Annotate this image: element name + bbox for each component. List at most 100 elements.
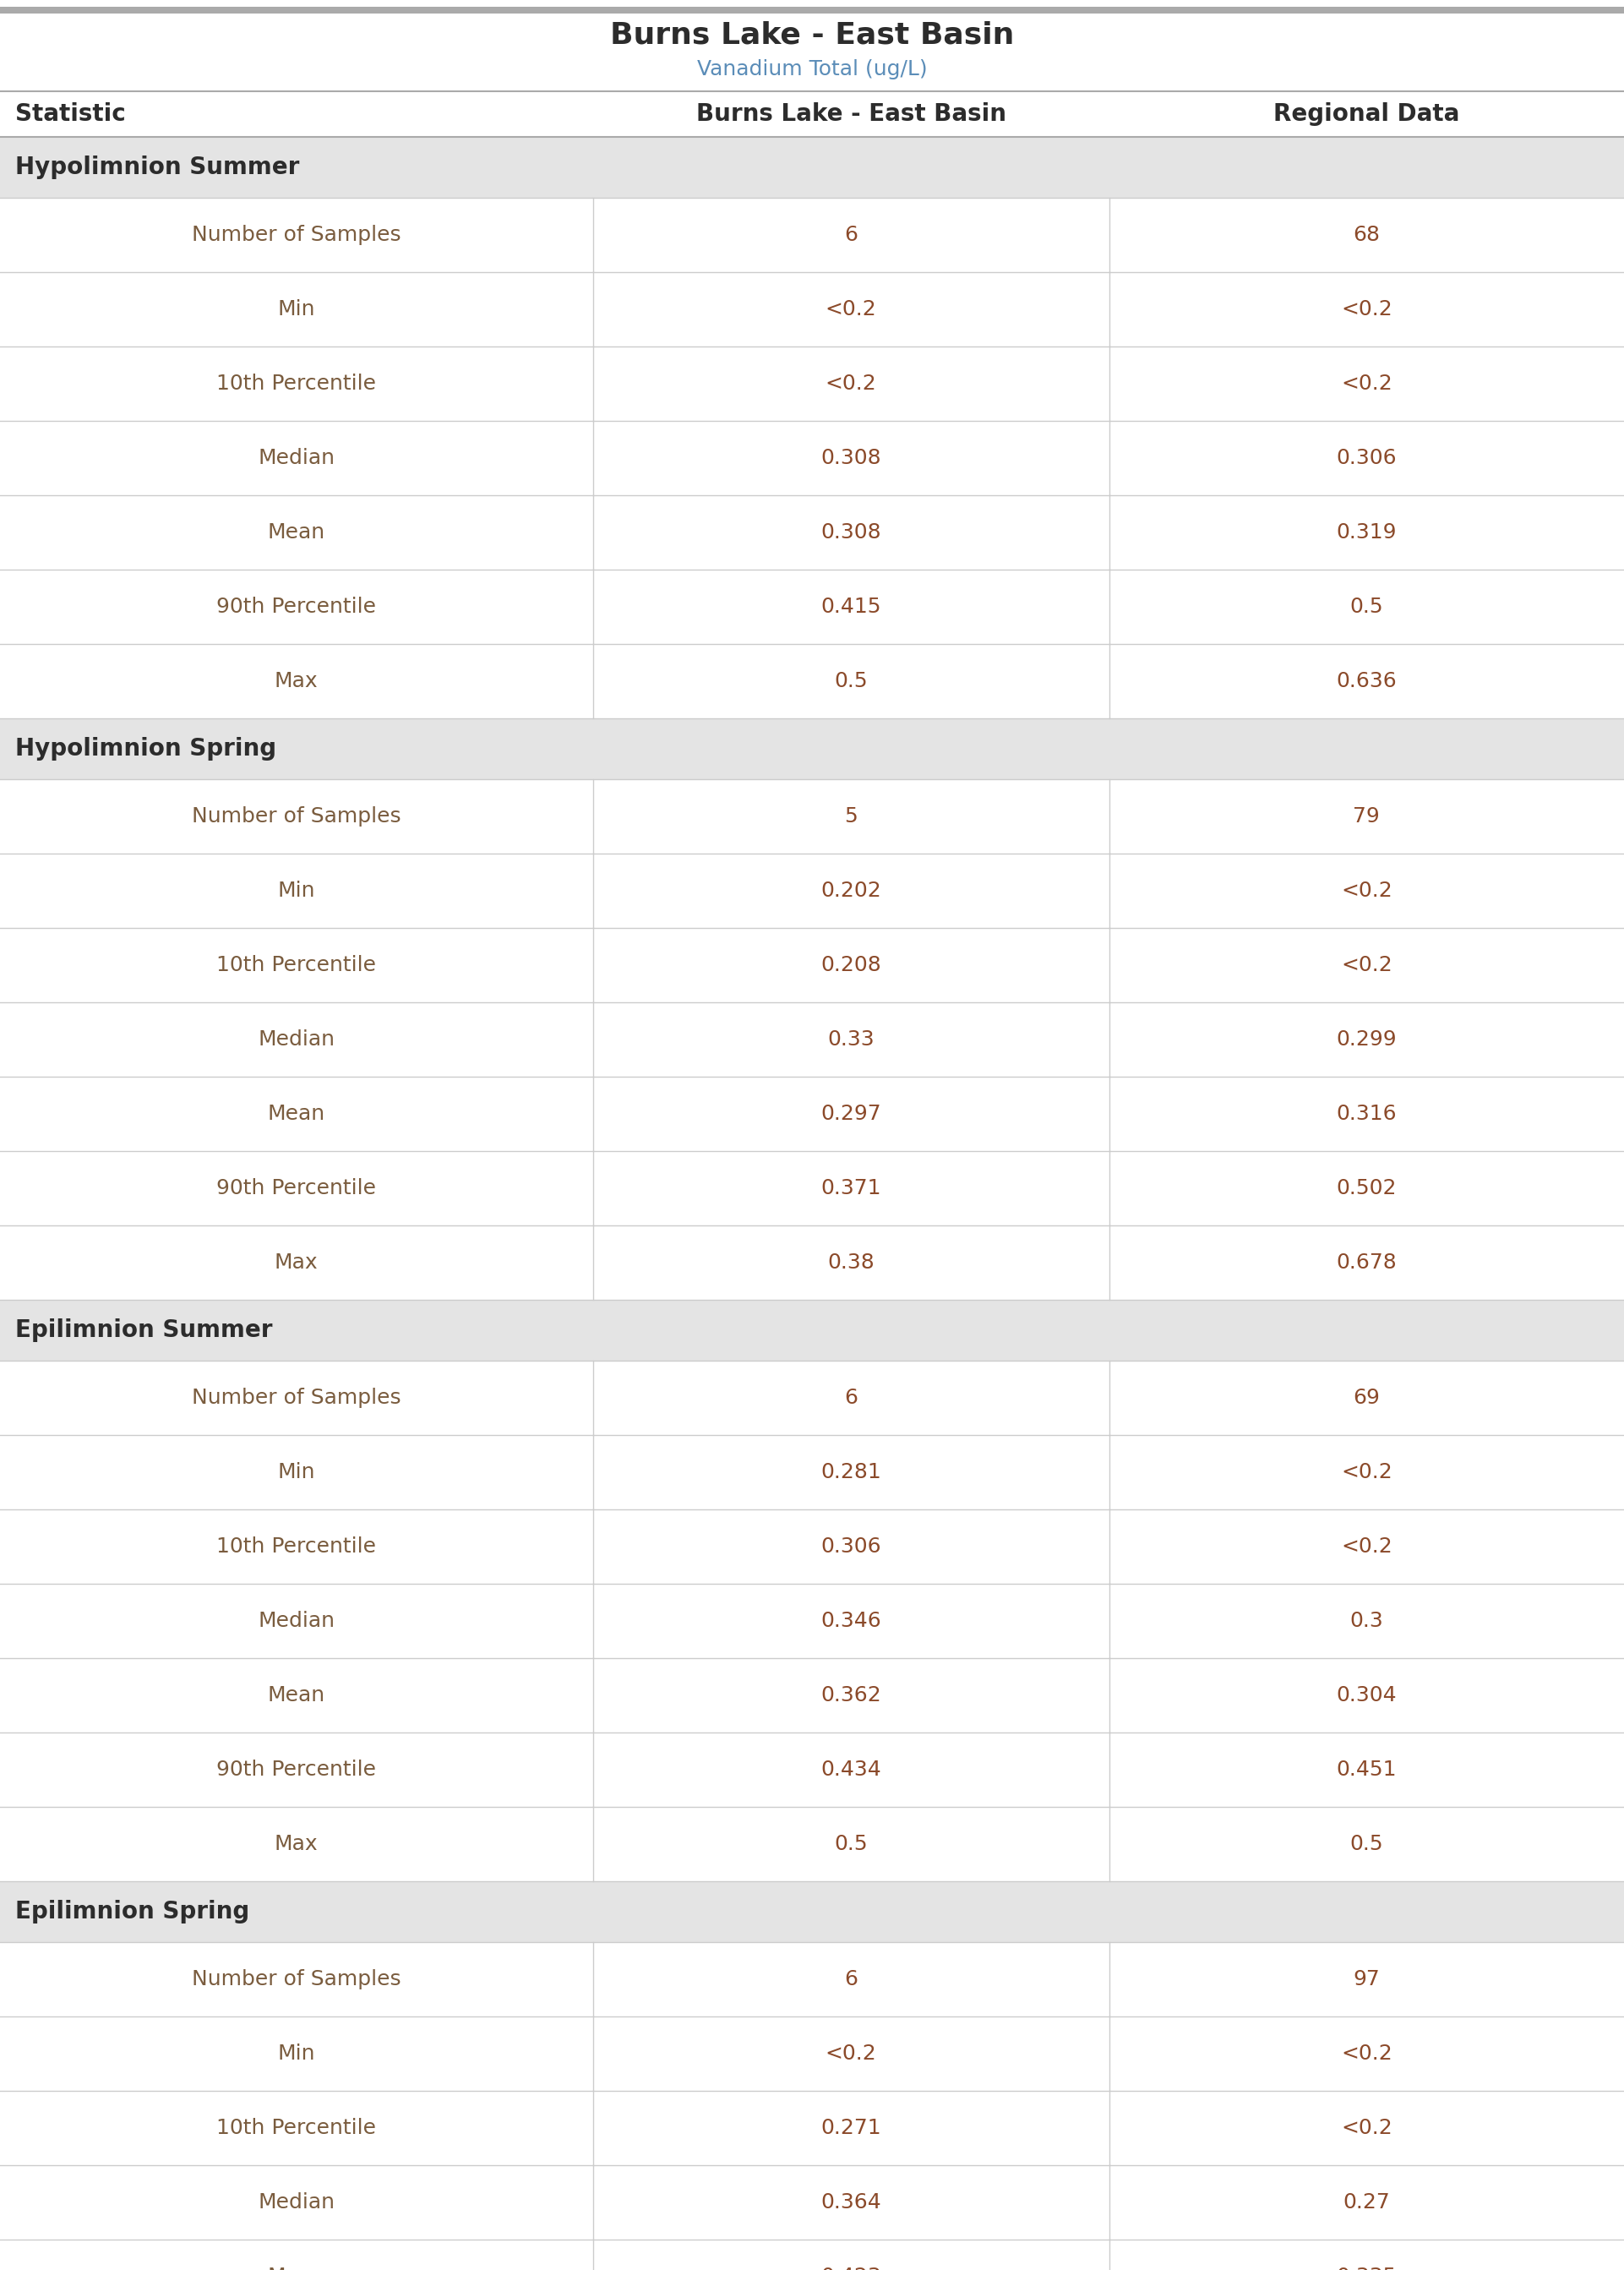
Text: 0.5: 0.5 [1350, 597, 1384, 617]
Text: 0.297: 0.297 [820, 1103, 882, 1124]
Text: 0.5: 0.5 [835, 672, 867, 692]
Text: Median: Median [258, 2193, 335, 2213]
Text: 5: 5 [844, 806, 857, 826]
Bar [0, 2091, 1624, 2166]
Bar [0, 2240, 1624, 2270]
Text: Hypolimnion Summer: Hypolimnion Summer [15, 157, 299, 179]
Text: 0.423: 0.423 [820, 2268, 882, 2270]
Text: 0.281: 0.281 [820, 1462, 882, 1482]
Text: Min: Min [278, 300, 315, 320]
Text: <0.2: <0.2 [825, 375, 877, 393]
Text: 0.415: 0.415 [820, 597, 882, 617]
Text: 90th Percentile: 90th Percentile [216, 1178, 377, 1199]
Text: <0.2: <0.2 [1341, 1462, 1392, 1482]
Bar [0, 1226, 1624, 1301]
Text: Number of Samples: Number of Samples [192, 1968, 401, 1989]
Bar [0, 928, 1624, 1003]
Text: Number of Samples: Number of Samples [192, 1387, 401, 1407]
Text: 0.5: 0.5 [835, 1834, 867, 1855]
Text: Epilimnion Spring: Epilimnion Spring [15, 1900, 250, 1923]
Text: 10th Percentile: 10th Percentile [216, 956, 377, 976]
Bar [0, 1732, 1624, 1807]
Text: 0.316: 0.316 [1337, 1103, 1397, 1124]
Text: Mean: Mean [268, 522, 325, 543]
Text: 0.27: 0.27 [1343, 2193, 1390, 2213]
Bar [0, 854, 1624, 928]
Text: <0.2: <0.2 [1341, 956, 1392, 976]
Text: 0.502: 0.502 [1337, 1178, 1397, 1199]
Text: 0.306: 0.306 [1337, 447, 1397, 468]
Text: 97: 97 [1353, 1968, 1380, 1989]
Text: Number of Samples: Number of Samples [192, 806, 401, 826]
Bar [0, 645, 1624, 717]
Text: 0.636: 0.636 [1337, 672, 1397, 692]
Bar [0, 1003, 1624, 1076]
Text: Number of Samples: Number of Samples [192, 225, 401, 245]
Text: 0.364: 0.364 [820, 2193, 882, 2213]
Text: 0.33: 0.33 [828, 1028, 874, 1049]
Bar [0, 1584, 1624, 1657]
Text: Hypolimnion Spring: Hypolimnion Spring [15, 738, 276, 760]
Text: Max: Max [274, 1253, 318, 1273]
Text: Regional Data: Regional Data [1273, 102, 1460, 125]
Text: 0.5: 0.5 [1350, 1834, 1384, 1855]
Text: 0.678: 0.678 [1337, 1253, 1397, 1273]
Text: 68: 68 [1353, 225, 1380, 245]
Text: 0.306: 0.306 [820, 1537, 882, 1557]
Bar [0, 717, 1624, 779]
Text: 0.451: 0.451 [1337, 1759, 1397, 1780]
Text: <0.2: <0.2 [1341, 881, 1392, 901]
Text: Burns Lake - East Basin: Burns Lake - East Basin [697, 102, 1005, 125]
Text: <0.2: <0.2 [825, 2043, 877, 2063]
Text: Mean: Mean [268, 1103, 325, 1124]
Text: 10th Percentile: 10th Percentile [216, 1537, 377, 1557]
Text: 0.308: 0.308 [820, 447, 882, 468]
Bar [0, 1151, 1624, 1226]
Text: Max: Max [274, 1834, 318, 1855]
Bar [0, 7, 1624, 14]
Bar [0, 570, 1624, 645]
Bar [0, 2166, 1624, 2240]
Text: 69: 69 [1353, 1387, 1380, 1407]
Text: Min: Min [278, 2043, 315, 2063]
Text: <0.2: <0.2 [1341, 1537, 1392, 1557]
Text: 10th Percentile: 10th Percentile [216, 2118, 377, 2138]
Bar [0, 1943, 1624, 2016]
Text: Mean: Mean [268, 2268, 325, 2270]
Text: 0.308: 0.308 [820, 522, 882, 543]
Text: 0.202: 0.202 [820, 881, 882, 901]
Text: Burns Lake - East Basin: Burns Lake - East Basin [611, 20, 1013, 50]
Text: 6: 6 [844, 225, 857, 245]
Text: 0.371: 0.371 [820, 1178, 882, 1199]
Text: 0.362: 0.362 [820, 1684, 882, 1705]
Bar [0, 1657, 1624, 1732]
Text: Min: Min [278, 881, 315, 901]
Text: <0.2: <0.2 [1341, 300, 1392, 320]
Text: Statistic: Statistic [15, 102, 125, 125]
Text: 0.304: 0.304 [1337, 1684, 1397, 1705]
Text: 0.299: 0.299 [1337, 1028, 1397, 1049]
Text: Median: Median [258, 447, 335, 468]
Text: 6: 6 [844, 1968, 857, 1989]
Text: <0.2: <0.2 [1341, 2118, 1392, 2138]
Text: Mean: Mean [268, 1684, 325, 1705]
Text: 0.208: 0.208 [820, 956, 882, 976]
Text: 79: 79 [1353, 806, 1380, 826]
Text: <0.2: <0.2 [1341, 2043, 1392, 2063]
Bar [0, 420, 1624, 495]
Bar [0, 91, 1624, 136]
Text: 90th Percentile: 90th Percentile [216, 597, 377, 617]
Text: 0.3: 0.3 [1350, 1612, 1384, 1632]
Bar [0, 347, 1624, 420]
Bar [0, 197, 1624, 272]
Bar [0, 1882, 1624, 1943]
Bar [0, 1360, 1624, 1435]
Text: <0.2: <0.2 [825, 300, 877, 320]
Text: 0.335: 0.335 [1337, 2268, 1397, 2270]
Text: 6: 6 [844, 1387, 857, 1407]
Text: <0.2: <0.2 [1341, 375, 1392, 393]
Text: 0.319: 0.319 [1337, 522, 1397, 543]
Text: 0.434: 0.434 [820, 1759, 882, 1780]
Text: 10th Percentile: 10th Percentile [216, 375, 377, 393]
Text: 0.346: 0.346 [820, 1612, 882, 1632]
